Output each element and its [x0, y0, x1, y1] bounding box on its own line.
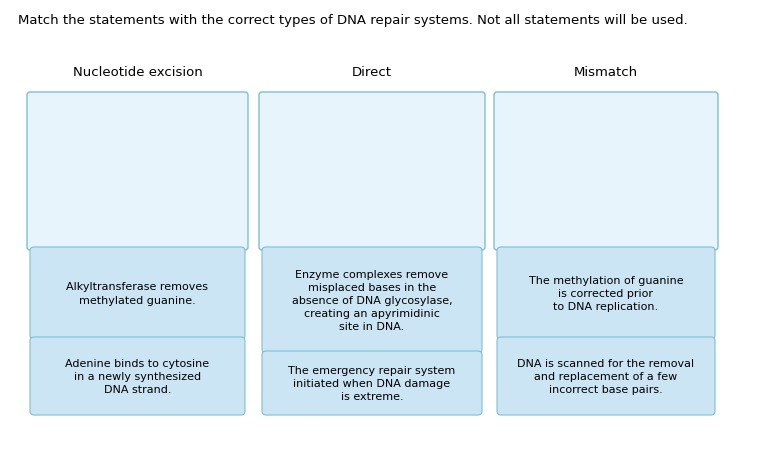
FancyBboxPatch shape	[494, 93, 718, 250]
FancyBboxPatch shape	[497, 337, 715, 415]
Text: DNA is scanned for the removal
and replacement of a few
incorrect base pairs.: DNA is scanned for the removal and repla…	[518, 358, 694, 394]
FancyBboxPatch shape	[30, 247, 245, 339]
FancyBboxPatch shape	[259, 93, 485, 250]
FancyBboxPatch shape	[262, 247, 482, 353]
Text: The methylation of guanine
is corrected prior
to DNA replication.: The methylation of guanine is corrected …	[528, 275, 683, 312]
Text: Adenine binds to cytosine
in a newly synthesized
DNA strand.: Adenine binds to cytosine in a newly syn…	[65, 358, 209, 394]
Text: Alkyltransferase removes
methylated guanine.: Alkyltransferase removes methylated guan…	[67, 282, 208, 305]
Text: Direct: Direct	[352, 66, 392, 79]
Text: The emergency repair system
initiated when DNA damage
is extreme.: The emergency repair system initiated wh…	[288, 365, 456, 401]
FancyBboxPatch shape	[262, 351, 482, 415]
FancyBboxPatch shape	[27, 93, 248, 250]
Text: Mismatch: Mismatch	[574, 66, 638, 79]
Text: Match the statements with the correct types of DNA repair systems. Not all state: Match the statements with the correct ty…	[18, 14, 688, 27]
FancyBboxPatch shape	[497, 247, 715, 339]
FancyBboxPatch shape	[30, 337, 245, 415]
Text: Nucleotide excision: Nucleotide excision	[73, 66, 202, 79]
Text: Enzyme complexes remove
misplaced bases in the
absence of DNA glycosylase,
creat: Enzyme complexes remove misplaced bases …	[292, 269, 453, 332]
